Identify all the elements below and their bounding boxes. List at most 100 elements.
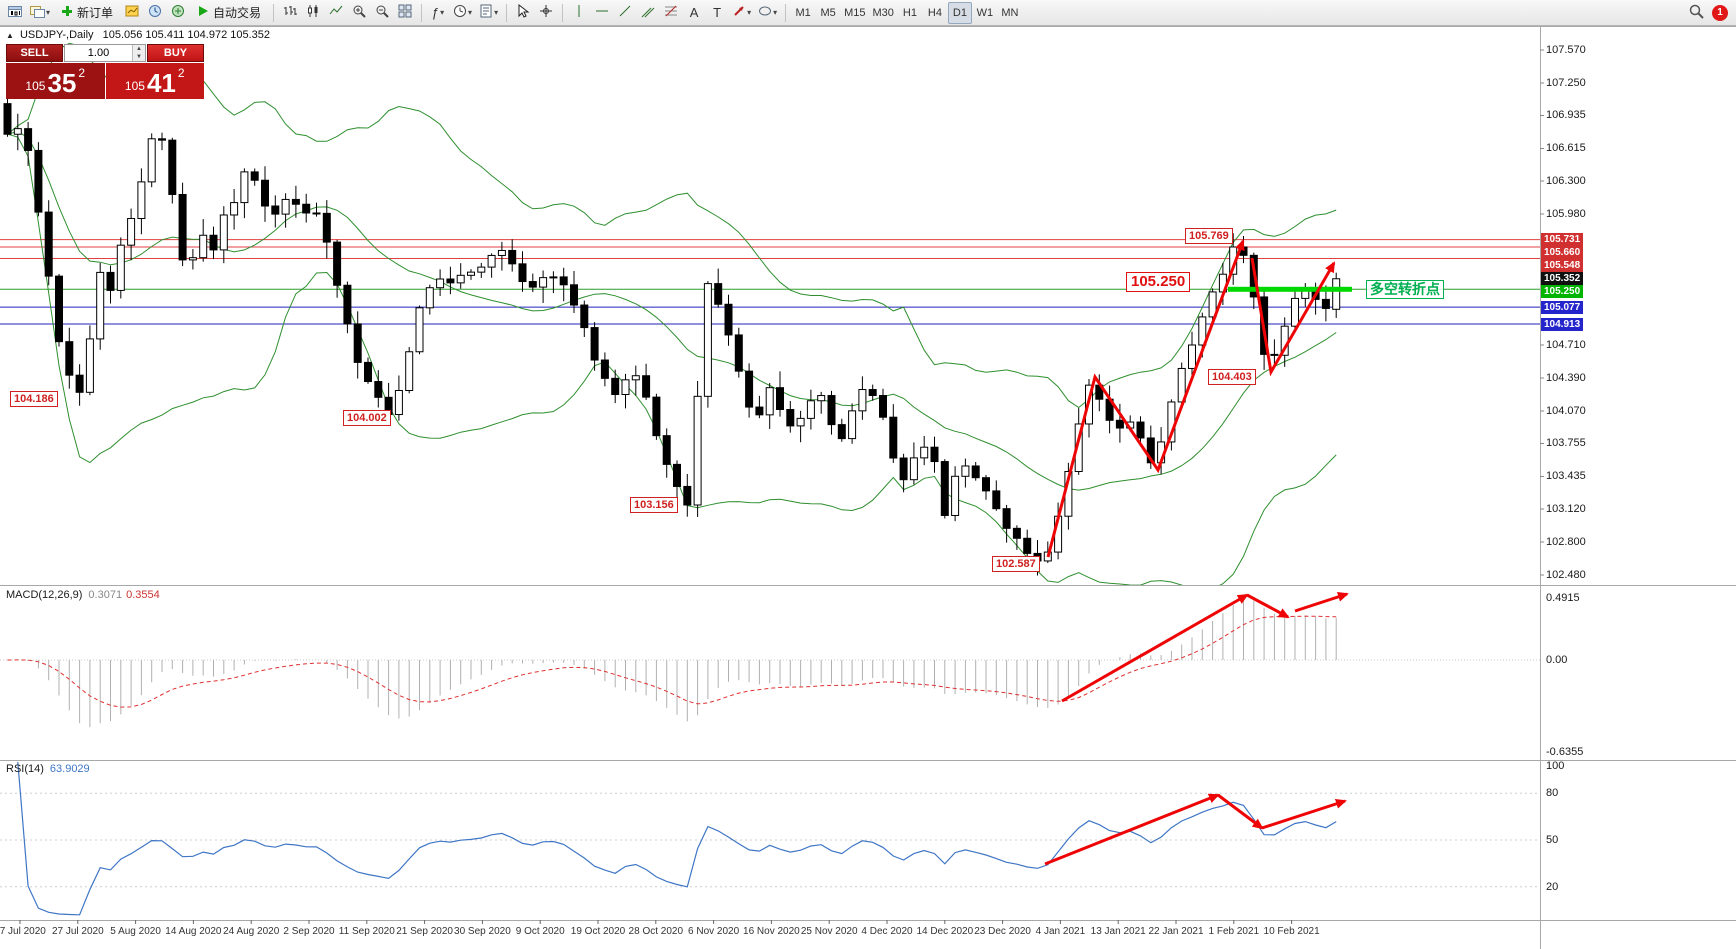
rsi-axis-label: 50: [1546, 834, 1559, 846]
shapes-tool-button[interactable]: ▾: [755, 2, 780, 24]
tile-windows-button[interactable]: [394, 2, 416, 24]
zoom-in-button[interactable]: [348, 2, 370, 24]
bar-chart-button[interactable]: [279, 2, 301, 24]
chevron-down-icon: ▾: [46, 8, 51, 17]
one-click-trade-panel: SELL ▲ ▼ BUY 105 35 2 105 41 2: [6, 44, 204, 99]
price-axis-label: 104.070: [1546, 404, 1586, 417]
swing-price-tag: 103.156: [630, 497, 678, 514]
vertical-line-button[interactable]: [568, 2, 590, 24]
volume-field: ▲ ▼: [64, 44, 146, 62]
chart-profiles-button[interactable]: ▾: [27, 2, 53, 24]
auto-trading-label: 自动交易: [213, 6, 262, 20]
plus-icon: [61, 5, 73, 20]
timeframe-d1-button[interactable]: D1: [947, 1, 972, 24]
channel-button[interactable]: [637, 2, 659, 24]
price-axis-label: 106.615: [1546, 142, 1586, 155]
text-tool-button[interactable]: A: [683, 2, 705, 24]
indicators-button[interactable]: ƒ ▾: [427, 2, 449, 24]
cursor-button[interactable]: [512, 2, 534, 24]
buy-button[interactable]: BUY: [147, 44, 204, 62]
price-axis-label: 106.935: [1546, 109, 1586, 122]
rsi-axis-label: 20: [1546, 881, 1559, 893]
line-chart-button[interactable]: [325, 2, 347, 24]
arrow-tool-icon: [732, 4, 746, 21]
timeframe-group: M1 M5 M15 M30 H1 H4 D1 W1 MN: [791, 1, 1022, 24]
timeframe-m30-button[interactable]: M30: [870, 2, 897, 24]
new-order-button[interactable]: 新订单: [54, 2, 120, 24]
time-axis-label: 30 Sep 2020: [454, 926, 511, 937]
timeframe-h1-button[interactable]: H1: [898, 2, 922, 24]
price-axis-label: 104.390: [1546, 371, 1586, 384]
price-axis-label: 102.480: [1546, 568, 1586, 581]
bar-chart-icon: [283, 4, 298, 21]
timeframe-w1-button[interactable]: W1: [973, 2, 997, 24]
swing-price-tag: 102.587: [992, 555, 1040, 572]
channel-icon: [641, 4, 655, 21]
collapse-quote-panel-icon[interactable]: ▲: [6, 31, 14, 40]
price-axis-label: 102.800: [1546, 535, 1586, 548]
zoom-in-icon: [352, 4, 366, 21]
label-tool-button[interactable]: T: [706, 2, 728, 24]
sell-button[interactable]: SELL: [6, 44, 63, 62]
candle-chart-button[interactable]: [302, 2, 324, 24]
macd-axis-label: 0.4915: [1546, 592, 1580, 604]
time-axis-label: 13 Jan 2021: [1090, 926, 1146, 937]
line-chart-icon: [329, 4, 343, 21]
time-axis-label: 14 Aug 2020: [165, 926, 222, 937]
data-window-button[interactable]: [144, 2, 166, 24]
toolbar-separator: [421, 3, 423, 22]
volume-up-icon[interactable]: ▲: [133, 45, 145, 53]
crosshair-button[interactable]: [535, 2, 557, 24]
price-level-box: 105.731: [1541, 233, 1584, 247]
sell-price-tile[interactable]: 105 35 2: [6, 63, 105, 99]
time-axis-label: 4 Dec 2020: [861, 926, 913, 937]
time-axis-label: 22 Jan 2021: [1148, 926, 1204, 937]
arrows-tool-button[interactable]: ▾: [729, 2, 754, 24]
trendline-button[interactable]: [614, 2, 636, 24]
price-axis-label: 107.250: [1546, 77, 1586, 89]
buy-price-integer: 105: [124, 79, 145, 93]
chevron-down-icon: ▾: [440, 8, 445, 17]
rsi-axis-label: 80: [1546, 787, 1559, 799]
timeframe-mn-button[interactable]: MN: [998, 2, 1022, 24]
macd-axis-label: 0.00: [1546, 654, 1568, 666]
ohlc-values: 105.056 105.411 104.972 105.352: [102, 29, 271, 41]
volume-input[interactable]: [65, 45, 132, 61]
timeframe-h4-button[interactable]: H4: [923, 2, 947, 24]
zoom-out-icon: [375, 4, 389, 21]
fibonacci-button[interactable]: [660, 2, 682, 24]
timeframe-m5-button[interactable]: M5: [816, 2, 840, 24]
navigator-icon: [171, 4, 185, 21]
turning-point-note: 多空转折点: [1366, 280, 1444, 299]
navigator-button[interactable]: [167, 2, 189, 24]
time-axis-label: 16 Nov 2020: [743, 926, 800, 937]
label-tool-icon: T: [713, 5, 722, 20]
timeframe-m1-button[interactable]: M1: [791, 2, 815, 24]
swing-price-tag: 104.002: [343, 410, 391, 426]
market-watch-button[interactable]: [121, 2, 143, 24]
auto-trading-button[interactable]: 自动交易: [190, 2, 268, 24]
chart-title: ▲ USDJPY-,Daily 105.056 105.411 104.972 …: [6, 29, 270, 41]
buy-price-pip: 2: [177, 66, 185, 80]
candle-chart-icon: [306, 4, 320, 21]
templates-button[interactable]: ▾: [476, 2, 501, 24]
chevron-down-icon: ▾: [747, 8, 752, 17]
price-axis-label: 104.710: [1546, 338, 1586, 351]
search-icon: [1689, 4, 1704, 22]
sell-price-main: 35: [47, 68, 77, 98]
timeframe-m15-button[interactable]: M15: [841, 2, 868, 24]
time-axis-label: 1 Feb 2021: [1208, 926, 1260, 937]
time-axis-label: 14 Dec 2020: [916, 926, 974, 937]
notification-badge[interactable]: 1: [1712, 4, 1728, 21]
horizontal-line-button[interactable]: [591, 2, 613, 24]
price-axis-label: 103.755: [1546, 437, 1586, 450]
periods-button[interactable]: ▾: [450, 2, 475, 24]
buy-price-tile[interactable]: 105 41 2: [105, 63, 204, 99]
play-icon: [197, 5, 209, 20]
zoom-out-button[interactable]: [371, 2, 393, 24]
new-chart-button[interactable]: [4, 2, 26, 24]
search-button[interactable]: [1685, 2, 1707, 24]
volume-down-icon[interactable]: ▼: [133, 53, 145, 61]
